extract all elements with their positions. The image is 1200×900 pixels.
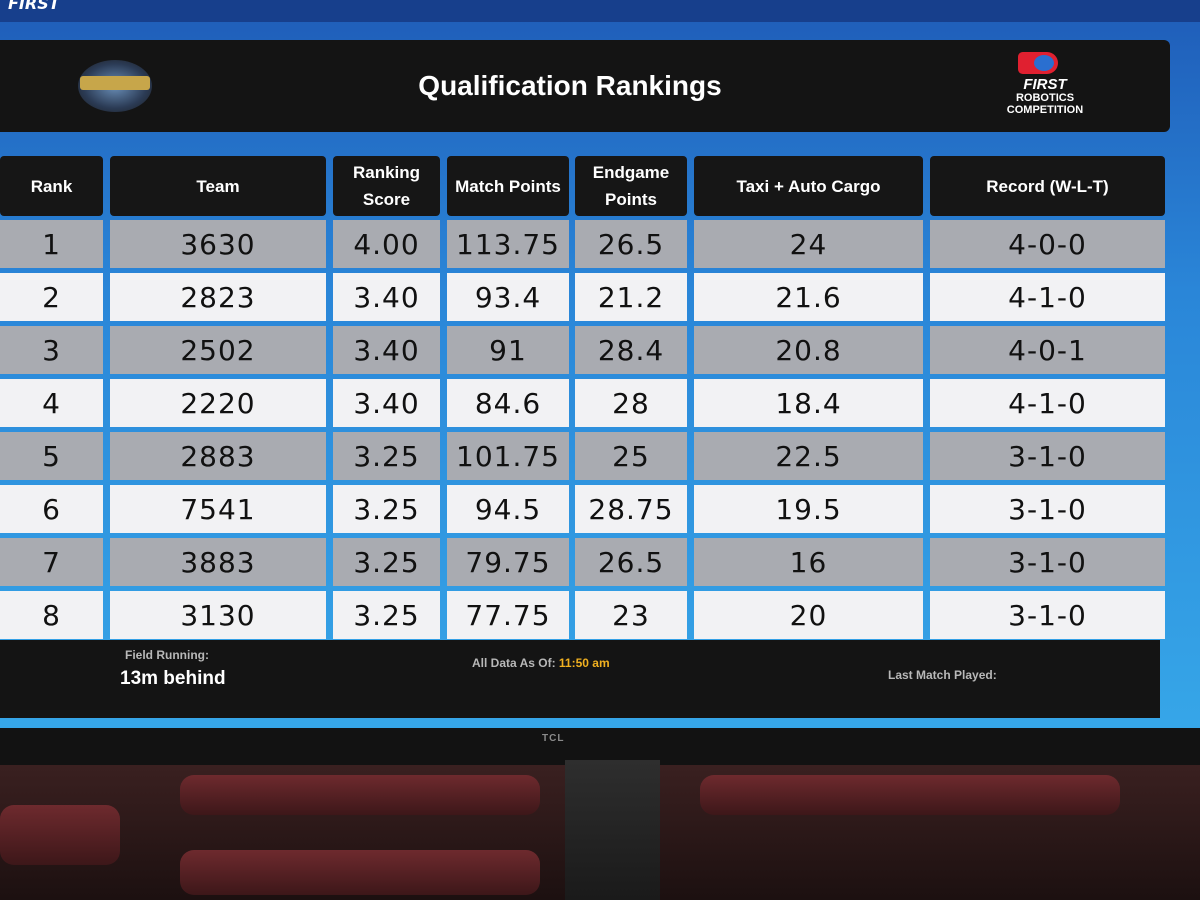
cell-taxi-auto-cargo: 18.4 bbox=[694, 379, 923, 427]
status-footer: Field Running: 13m behind All Data As Of… bbox=[0, 640, 1160, 718]
seat bbox=[180, 850, 540, 895]
cell-match-points: 93.4 bbox=[447, 273, 569, 321]
first-logo-word: FIRST bbox=[1023, 76, 1067, 93]
cell-taxi-auto-cargo: 20 bbox=[694, 591, 923, 639]
cell-ranking-score: 3.40 bbox=[333, 326, 440, 374]
field-running-label: Field Running: bbox=[125, 648, 209, 662]
field-running-value: 13m behind bbox=[120, 668, 226, 689]
cell-endgame-points: 25 bbox=[575, 432, 687, 480]
first-logo: FIRST ROBOTICS COMPETITION bbox=[990, 52, 1100, 120]
cell-rank: 4 bbox=[0, 379, 103, 427]
cell-taxi-auto-cargo: 24 bbox=[694, 220, 923, 268]
cell-ranking-score: 3.25 bbox=[333, 432, 440, 480]
col-header-match-points: Match Points bbox=[447, 156, 569, 216]
cell-team: 3883 bbox=[110, 538, 326, 586]
rankings-header: Qualification Rankings bbox=[0, 40, 1170, 132]
cell-record: 3-1-0 bbox=[930, 538, 1165, 586]
cell-record: 4-1-0 bbox=[930, 379, 1165, 427]
cell-team: 3130 bbox=[110, 591, 326, 639]
display-screen: FIRST Qualification Rankings FIRST ROBOT… bbox=[0, 0, 1200, 728]
tv-stand bbox=[565, 760, 660, 900]
cell-match-points: 84.6 bbox=[447, 379, 569, 427]
cell-match-points: 77.75 bbox=[447, 591, 569, 639]
top-strip: FIRST bbox=[0, 0, 1200, 22]
cell-endgame-points: 28 bbox=[575, 379, 687, 427]
cell-ranking-score: 3.40 bbox=[333, 379, 440, 427]
cell-ranking-score: 3.25 bbox=[333, 485, 440, 533]
col-header-record: Record (W-L-T) bbox=[930, 156, 1165, 216]
col-header-taxi-auto-cargo: Taxi + Auto Cargo bbox=[694, 156, 923, 216]
cell-match-points: 94.5 bbox=[447, 485, 569, 533]
cell-rank: 7 bbox=[0, 538, 103, 586]
cell-record: 3-1-0 bbox=[930, 591, 1165, 639]
cell-match-points: 91 bbox=[447, 326, 569, 374]
cell-ranking-score: 3.25 bbox=[333, 591, 440, 639]
cell-endgame-points: 28.4 bbox=[575, 326, 687, 374]
cell-taxi-auto-cargo: 20.8 bbox=[694, 326, 923, 374]
page-title: Qualification Rankings bbox=[418, 70, 722, 101]
cell-record: 4-1-0 bbox=[930, 273, 1165, 321]
data-as-of-label: All Data As Of: bbox=[472, 656, 556, 670]
col-header-endgame-points: Endgame Points bbox=[575, 156, 687, 216]
top-strip-text: FIRST bbox=[8, 0, 60, 13]
cell-record: 4-0-1 bbox=[930, 326, 1165, 374]
cell-rank: 6 bbox=[0, 485, 103, 533]
cell-endgame-points: 26.5 bbox=[575, 220, 687, 268]
first-logo-icon-circle bbox=[1034, 55, 1054, 71]
first-logo-sub: ROBOTICS COMPETITION bbox=[1006, 92, 1084, 116]
cell-ranking-score: 3.25 bbox=[333, 538, 440, 586]
cell-match-points: 113.75 bbox=[447, 220, 569, 268]
data-as-of: All Data As Of: 11:50 am bbox=[472, 656, 610, 670]
col-header-ranking-score: Ranking Score bbox=[333, 156, 440, 216]
cell-taxi-auto-cargo: 16 bbox=[694, 538, 923, 586]
cell-taxi-auto-cargo: 22.5 bbox=[694, 432, 923, 480]
event-logo-band bbox=[80, 76, 150, 90]
cell-rank: 2 bbox=[0, 273, 103, 321]
col-header-rank: Rank bbox=[0, 156, 103, 216]
cell-taxi-auto-cargo: 21.6 bbox=[694, 273, 923, 321]
seat bbox=[180, 775, 540, 815]
last-match-label: Last Match Played: bbox=[888, 668, 997, 682]
cell-record: 3-1-0 bbox=[930, 432, 1165, 480]
cell-record: 3-1-0 bbox=[930, 485, 1165, 533]
cell-ranking-score: 4.00 bbox=[333, 220, 440, 268]
cell-ranking-score: 3.40 bbox=[333, 273, 440, 321]
seat bbox=[0, 805, 120, 865]
cell-record: 4-0-0 bbox=[930, 220, 1165, 268]
cell-team: 2883 bbox=[110, 432, 326, 480]
cell-match-points: 101.75 bbox=[447, 432, 569, 480]
seat bbox=[700, 775, 1120, 815]
cell-rank: 5 bbox=[0, 432, 103, 480]
cell-team: 3630 bbox=[110, 220, 326, 268]
cell-team: 2220 bbox=[110, 379, 326, 427]
cell-taxi-auto-cargo: 19.5 bbox=[694, 485, 923, 533]
cell-rank: 8 bbox=[0, 591, 103, 639]
col-header-team: Team bbox=[110, 156, 326, 216]
cell-endgame-points: 21.2 bbox=[575, 273, 687, 321]
cell-endgame-points: 26.5 bbox=[575, 538, 687, 586]
cell-rank: 3 bbox=[0, 326, 103, 374]
cell-team: 2502 bbox=[110, 326, 326, 374]
cell-endgame-points: 28.75 bbox=[575, 485, 687, 533]
data-as-of-time: 11:50 am bbox=[558, 656, 610, 670]
tv-brand: TCL bbox=[542, 733, 565, 744]
cell-team: 7541 bbox=[110, 485, 326, 533]
cell-team: 2823 bbox=[110, 273, 326, 321]
cell-rank: 1 bbox=[0, 220, 103, 268]
cell-match-points: 79.75 bbox=[447, 538, 569, 586]
cell-endgame-points: 23 bbox=[575, 591, 687, 639]
